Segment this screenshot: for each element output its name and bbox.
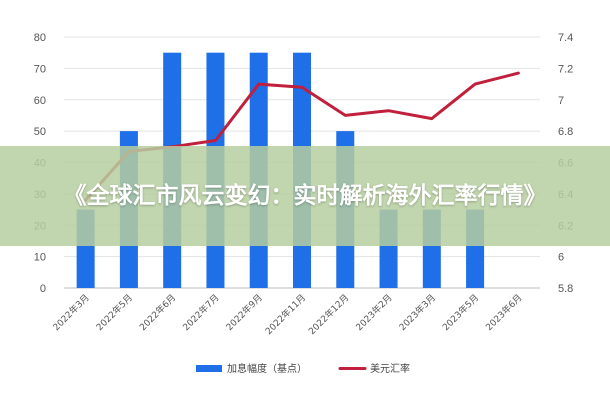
legend-label-line: 美元汇率 [370,362,410,375]
legend: 加息幅度（基点） 美元汇率 [196,362,410,375]
left-tick-label: 10 [34,252,46,264]
x-tick-label: 2022年3月 [50,292,91,333]
left-tick-label: 50 [34,126,46,138]
right-tick-label: 6.8 [558,126,573,138]
x-tick-label: 2022年12月 [306,292,352,338]
right-tick-label: 6 [558,252,564,264]
left-tick-label: 70 [34,63,46,75]
legend-label-bar: 加息幅度（基点） [227,362,307,375]
left-tick-label: 0 [40,283,46,295]
legend-swatch-bar [196,365,222,372]
x-tick-label: 2022年9月 [223,292,264,333]
left-tick-label: 80 [34,32,46,44]
title-banner: 《全球汇市风云变幻：实时解析海外汇率行情》 [0,146,610,246]
left-tick-label: 60 [34,95,46,107]
right-tick-label: 5.8 [558,283,573,295]
right-tick-label: 7.2 [558,63,573,75]
x-tick-label: 2023年2月 [353,292,394,333]
x-tick-label: 2023年5月 [440,292,481,333]
banner-title: 《全球汇市风云变幻：实时解析海外汇率行情》 [63,183,547,209]
right-tick-label: 7 [558,95,564,107]
x-tick-label: 2022年7月 [180,292,221,333]
x-tick-label: 2023年3月 [396,292,437,333]
x-tick-label: 2023年6月 [483,292,524,333]
right-tick-label: 7.4 [558,32,573,44]
x-axis-ticks: 2022年3月 2022年5月 2022年6月 2022年7月 2022年9月 2022年… [50,292,524,338]
x-tick-label: 2022年6月 [137,292,178,333]
x-tick-label: 2022年5月 [94,292,135,333]
x-tick-label: 2022年11月 [263,292,309,338]
